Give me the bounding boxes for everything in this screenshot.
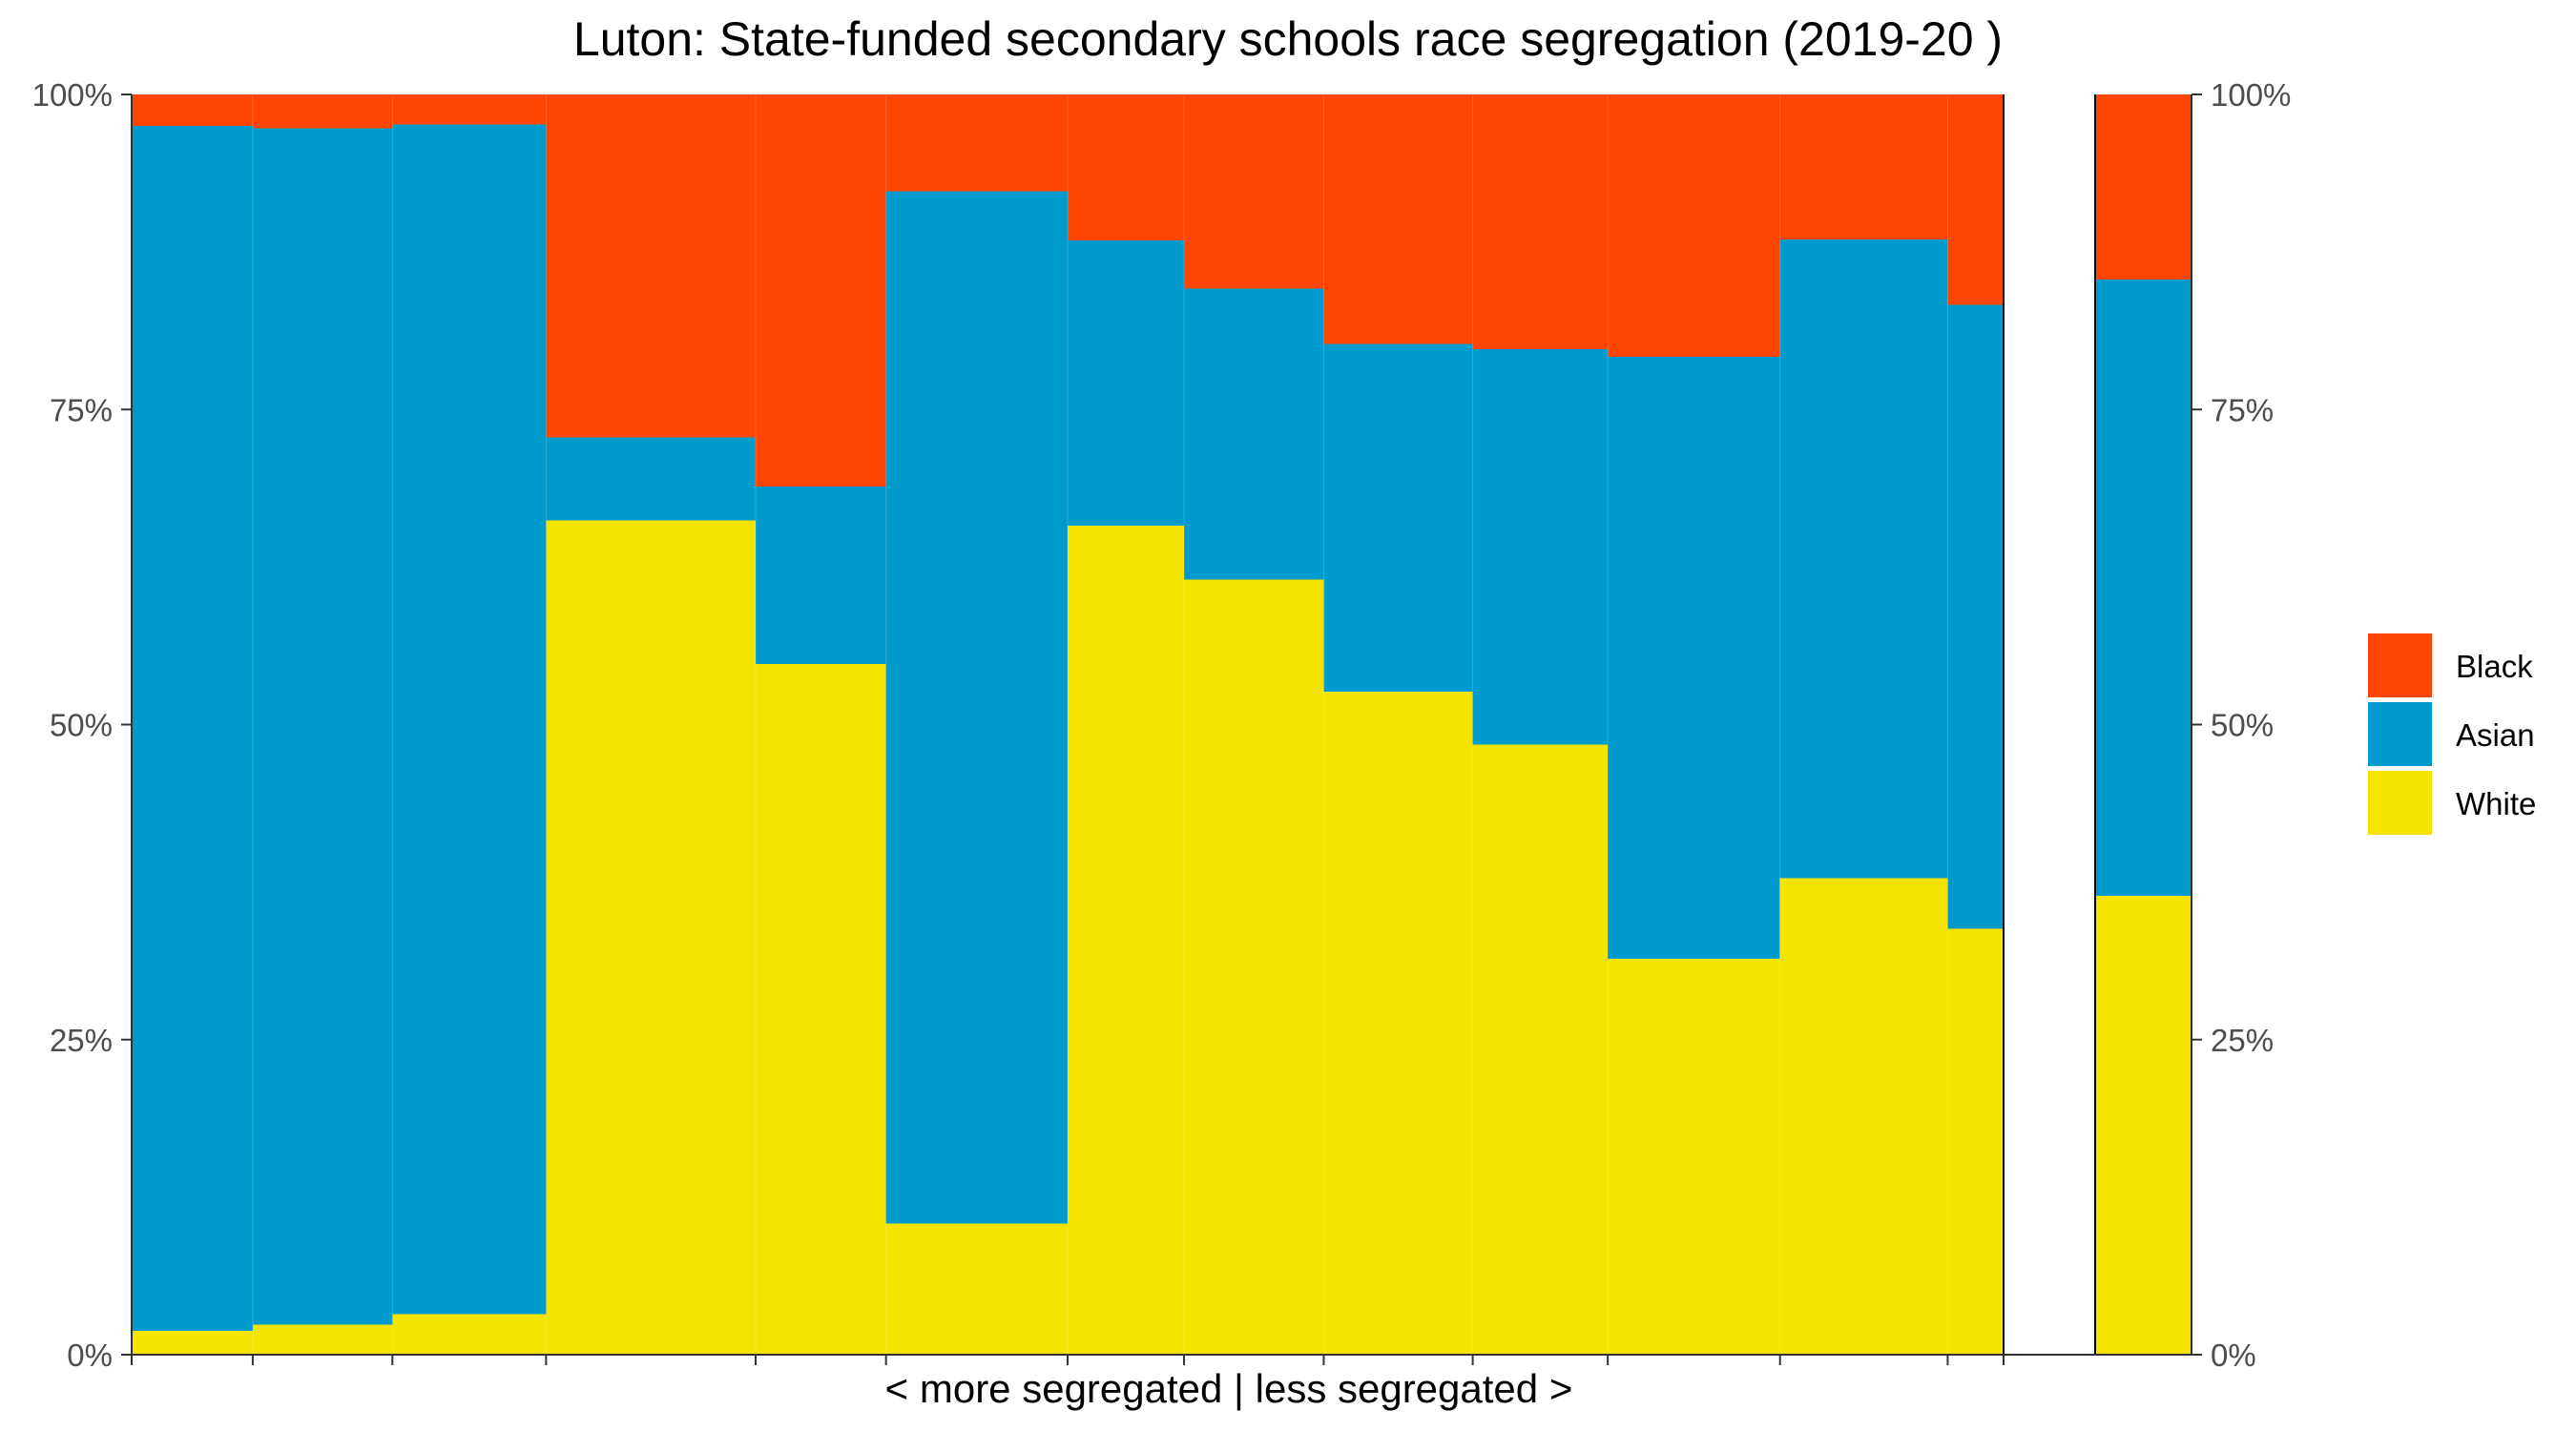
school-white-bar-11 — [1608, 959, 1780, 1355]
school-asian-bar-5 — [756, 486, 886, 665]
school-black-bar-11 — [1608, 94, 1780, 357]
school-black-bar-12 — [1779, 94, 1948, 239]
school-black-bar-2 — [252, 94, 393, 129]
school-white-bar-5 — [756, 664, 886, 1355]
y-tick-label-right-2: 50% — [2211, 708, 2274, 743]
school-black-bar-7 — [1068, 94, 1185, 241]
legend-swatch-black — [2368, 633, 2432, 697]
school-asian-bar-12 — [1779, 238, 1948, 879]
school-asian-bar-10 — [1472, 348, 1609, 745]
chart-title: Luton: State-funded secondary schools ra… — [572, 12, 2004, 66]
school-black-bar-10 — [1472, 94, 1609, 349]
panel-gap — [2004, 94, 2095, 1355]
school-white-bar-3 — [392, 1314, 547, 1355]
school-black-bar-6 — [885, 94, 1068, 192]
school-white-bar-2 — [252, 1324, 393, 1355]
y-tick-label-right-3: 75% — [2211, 392, 2274, 427]
overall-asian-bar — [2095, 280, 2192, 897]
school-white-bar-1 — [132, 1330, 253, 1355]
school-white-bar-12 — [1779, 878, 1948, 1355]
overall-white-bar — [2095, 896, 2192, 1355]
school-asian-bar-8 — [1184, 288, 1324, 580]
school-white-bar-7 — [1068, 525, 1185, 1355]
school-black-bar-9 — [1323, 94, 1473, 344]
school-asian-bar-9 — [1323, 343, 1473, 693]
y-tick-label-left-4: 100% — [32, 77, 113, 113]
school-white-bar-10 — [1472, 744, 1609, 1355]
y-tick-label-left-2: 50% — [50, 708, 113, 743]
school-asian-bar-4 — [546, 437, 756, 521]
y-tick-label-right-0: 0% — [2211, 1338, 2256, 1373]
legend-swatch-white — [2368, 771, 2432, 835]
x-axis-label: < more segregated | less segregated > — [884, 1366, 1573, 1411]
legend-swatch-asian — [2368, 702, 2432, 766]
school-black-bar-13 — [1947, 94, 2004, 305]
overall-black-bar — [2095, 94, 2192, 280]
school-white-bar-4 — [546, 520, 756, 1355]
y-tick-label-right-4: 100% — [2211, 77, 2291, 113]
y-tick-label-left-1: 25% — [50, 1023, 113, 1058]
school-asian-bar-2 — [252, 128, 393, 1325]
school-asian-bar-6 — [885, 191, 1068, 1224]
legend-label-asian: Asian — [2456, 717, 2535, 753]
legend-label-black: Black — [2456, 649, 2533, 684]
school-white-bar-9 — [1323, 692, 1473, 1355]
y-tick-label-left-0: 0% — [67, 1338, 113, 1373]
legend-label-white: White — [2456, 786, 2536, 821]
school-white-bar-13 — [1947, 928, 2004, 1355]
school-asian-bar-11 — [1608, 356, 1780, 960]
y-tick-label-right-1: 25% — [2211, 1023, 2274, 1058]
school-asian-bar-7 — [1068, 240, 1185, 526]
school-white-bar-8 — [1184, 579, 1324, 1355]
school-asian-bar-3 — [392, 124, 547, 1315]
y-tick-label-left-3: 75% — [50, 392, 113, 427]
school-asian-bar-1 — [132, 126, 253, 1331]
school-black-bar-5 — [756, 94, 886, 487]
school-black-bar-3 — [392, 94, 547, 125]
school-black-bar-8 — [1184, 94, 1324, 289]
school-white-bar-6 — [885, 1223, 1068, 1355]
school-asian-bar-13 — [1947, 304, 2004, 929]
school-black-bar-1 — [132, 94, 253, 127]
school-black-bar-4 — [546, 94, 756, 438]
